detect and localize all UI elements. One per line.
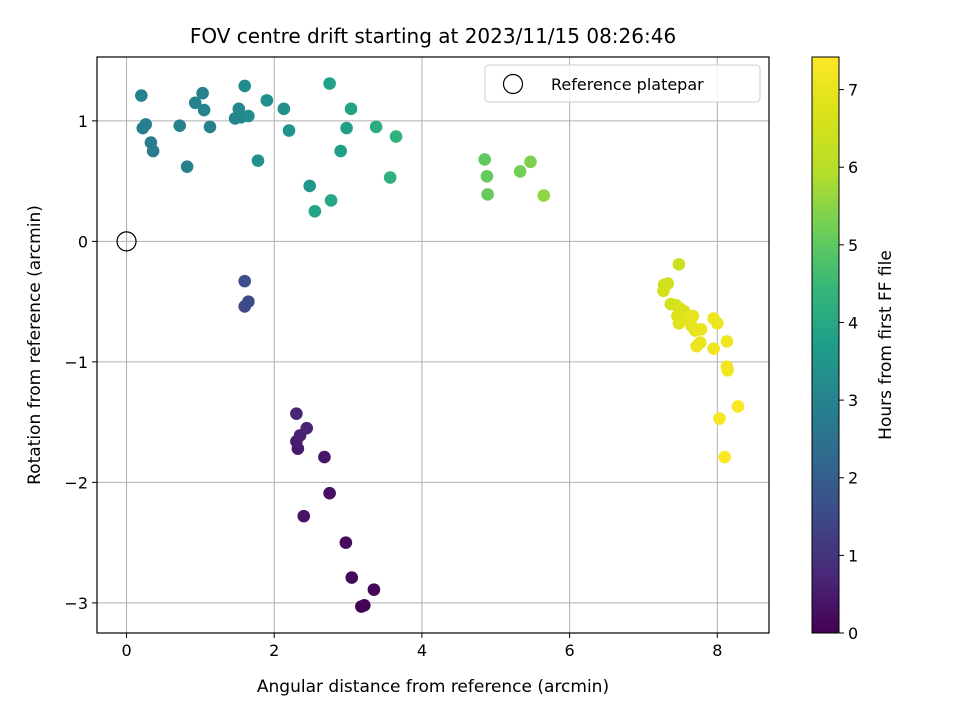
data-point <box>694 323 708 336</box>
x-axis-label: Angular distance from reference (arcmin) <box>257 677 609 697</box>
data-point <box>339 536 353 549</box>
data-point <box>260 94 274 107</box>
data-point <box>308 204 322 218</box>
reference-platepar-marker <box>116 231 137 252</box>
x-tick-label: 0 <box>121 641 131 660</box>
data-point <box>720 335 734 348</box>
data-point <box>242 295 255 308</box>
data-point <box>731 400 745 413</box>
colorbar-tick-label: 5 <box>848 236 858 255</box>
x-tick-label: 8 <box>712 641 722 660</box>
chart-title: FOV centre drift starting at 2023/11/15 … <box>190 24 676 48</box>
colorbar-tick-label: 2 <box>848 469 858 488</box>
data-point <box>180 160 194 173</box>
y-tick-label: −2 <box>64 473 88 492</box>
colorbar-ticks: 0 1 2 3 4 5 6 7 <box>839 81 858 643</box>
legend-entry-reference: Reference platepar <box>551 75 704 94</box>
legend: Reference platepar <box>484 64 761 103</box>
reference-marker-layer <box>116 231 137 252</box>
data-point <box>282 124 296 137</box>
data-point <box>358 598 371 612</box>
x-axis-ticks: 0 2 4 6 8 <box>121 633 722 660</box>
data-point <box>135 89 148 102</box>
data-point <box>323 77 336 90</box>
data-point <box>389 130 403 143</box>
data-point <box>707 342 720 355</box>
colorbar-tick-label: 0 <box>848 624 858 643</box>
data-point <box>300 421 314 435</box>
data-point <box>303 179 316 193</box>
data-point <box>480 169 494 183</box>
colorbar <box>811 56 840 634</box>
y-tick-label: 1 <box>78 112 88 131</box>
data-point <box>242 109 255 123</box>
grid-lines <box>97 57 769 633</box>
legend-reference-marker <box>502 73 524 95</box>
data-point <box>524 155 537 169</box>
colorbar-tick-label: 6 <box>848 158 858 177</box>
data-point <box>721 364 734 377</box>
data-point <box>344 102 358 116</box>
y-axis-ticks: −3 −2 −1 0 1 <box>64 112 97 613</box>
plot-area-frame <box>96 56 770 634</box>
data-point <box>686 309 700 323</box>
data-point <box>146 144 160 158</box>
data-point <box>139 118 153 131</box>
data-point <box>478 153 491 166</box>
colorbar-label: Hours from first FF file <box>876 250 896 440</box>
colorbar-tick-label: 3 <box>848 391 858 410</box>
data-point <box>711 317 724 330</box>
data-points <box>135 77 745 613</box>
data-point <box>657 284 670 298</box>
data-point <box>197 103 211 117</box>
data-point <box>537 189 551 202</box>
colorbar-tick-label: 4 <box>848 313 858 332</box>
data-point <box>672 257 686 271</box>
data-point <box>297 509 311 523</box>
data-point <box>345 571 359 584</box>
data-point <box>238 79 251 93</box>
colorbar-tick-label: 7 <box>848 81 858 100</box>
data-point <box>367 583 381 596</box>
data-point <box>340 121 353 135</box>
x-tick-label: 6 <box>565 641 575 660</box>
data-point <box>713 412 726 425</box>
data-point <box>383 171 397 184</box>
y-axis-label: Rotation from reference (arcmin) <box>25 205 45 485</box>
data-point <box>290 407 303 420</box>
data-point <box>196 86 209 100</box>
colorbar-tick-label: 1 <box>848 546 858 565</box>
data-point <box>173 119 187 132</box>
data-point <box>323 486 336 500</box>
legend-box <box>484 64 761 103</box>
data-point <box>188 96 202 110</box>
data-point <box>481 188 494 201</box>
x-tick-label: 2 <box>269 641 279 660</box>
y-tick-label: 0 <box>78 232 88 251</box>
data-point <box>251 154 265 167</box>
data-point <box>513 165 527 178</box>
data-point <box>718 450 731 464</box>
data-point <box>369 120 383 134</box>
data-point <box>203 120 217 134</box>
data-point <box>324 194 338 207</box>
data-point <box>238 274 251 288</box>
data-point <box>334 144 347 158</box>
y-tick-label: −1 <box>64 353 88 372</box>
data-point <box>318 450 331 464</box>
x-tick-label: 4 <box>417 641 427 660</box>
data-point <box>277 102 291 116</box>
y-tick-label: −3 <box>64 594 88 613</box>
data-point <box>694 336 707 349</box>
